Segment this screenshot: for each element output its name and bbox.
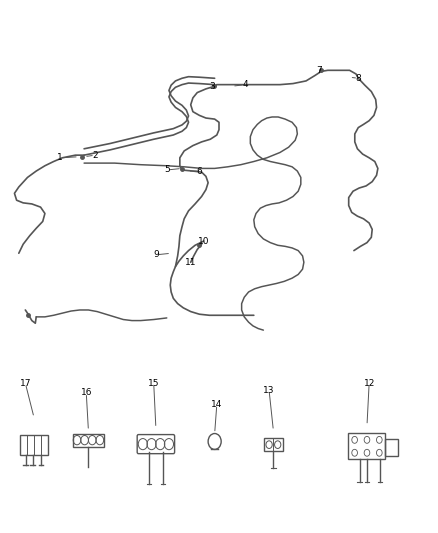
Text: 16: 16 bbox=[81, 388, 92, 397]
Text: 2: 2 bbox=[92, 151, 98, 160]
Text: 5: 5 bbox=[164, 166, 170, 174]
Text: 3: 3 bbox=[210, 82, 215, 91]
Text: 8: 8 bbox=[355, 74, 361, 83]
Text: 9: 9 bbox=[153, 251, 159, 260]
Text: 10: 10 bbox=[198, 237, 209, 246]
Bar bbox=[264, 438, 283, 451]
Bar bbox=[385, 439, 399, 456]
Bar bbox=[349, 433, 385, 459]
Text: 12: 12 bbox=[364, 378, 375, 387]
Text: 11: 11 bbox=[185, 258, 197, 266]
Text: 13: 13 bbox=[263, 385, 275, 394]
Text: 1: 1 bbox=[57, 154, 63, 163]
Text: 6: 6 bbox=[197, 166, 202, 175]
Bar bbox=[73, 433, 104, 447]
Text: 17: 17 bbox=[20, 378, 31, 387]
Text: 15: 15 bbox=[148, 378, 159, 387]
Text: 7: 7 bbox=[316, 66, 322, 75]
Text: 4: 4 bbox=[242, 80, 248, 89]
Text: 14: 14 bbox=[211, 400, 223, 409]
Bar bbox=[20, 434, 48, 455]
